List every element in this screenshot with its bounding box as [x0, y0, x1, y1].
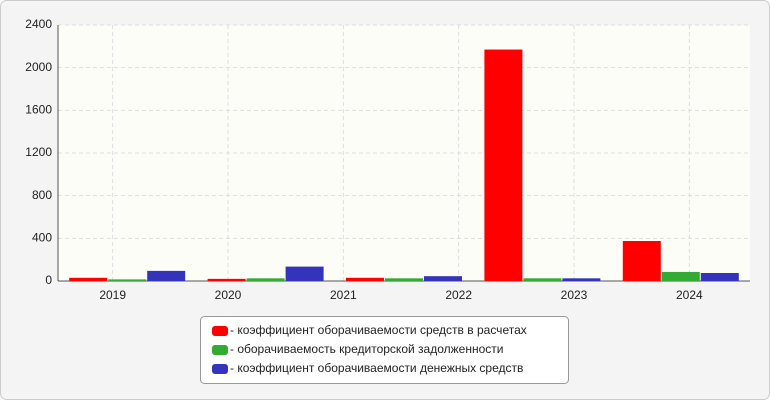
y-tick-label: 1200 [25, 145, 52, 159]
y-tick-label: 2400 [25, 17, 52, 31]
bar [207, 278, 246, 281]
y-tick-label: 2000 [25, 60, 52, 74]
legend-swatch [212, 326, 228, 336]
bar [285, 266, 324, 281]
bar [661, 271, 700, 281]
legend [200, 316, 569, 384]
legend-label: - коэффициент оборачиваемости денежных с… [230, 361, 523, 375]
plot [58, 24, 750, 282]
legend-label: - оборачиваемость кредиторской задолженн… [230, 342, 503, 356]
bar [69, 277, 108, 281]
bar [484, 49, 523, 282]
x-tick-label: 2020 [215, 288, 242, 302]
legend-label: - коэффициент оборачиваемости средств в … [230, 323, 527, 337]
x-tick-label: 2024 [676, 288, 703, 302]
legend-swatch [212, 364, 228, 374]
y-tick-label: 1600 [25, 103, 52, 117]
x-tick-label: 2022 [445, 288, 472, 302]
x-tick-label: 2021 [330, 288, 357, 302]
y-tick-label: 800 [32, 188, 52, 202]
bar [424, 276, 462, 281]
bar [700, 273, 739, 281]
bar [562, 278, 601, 281]
y-tick-label: 0 [45, 273, 52, 287]
y-tick-label: 400 [32, 231, 52, 245]
bar [147, 270, 186, 281]
bar [523, 278, 562, 281]
legend-swatch [212, 345, 228, 355]
x-tick-label: 2023 [561, 288, 588, 302]
bar [246, 278, 285, 281]
bar [346, 277, 384, 281]
bar [622, 241, 661, 281]
x-tick-label: 2019 [99, 288, 126, 302]
bar [108, 279, 147, 281]
bar [385, 278, 423, 281]
